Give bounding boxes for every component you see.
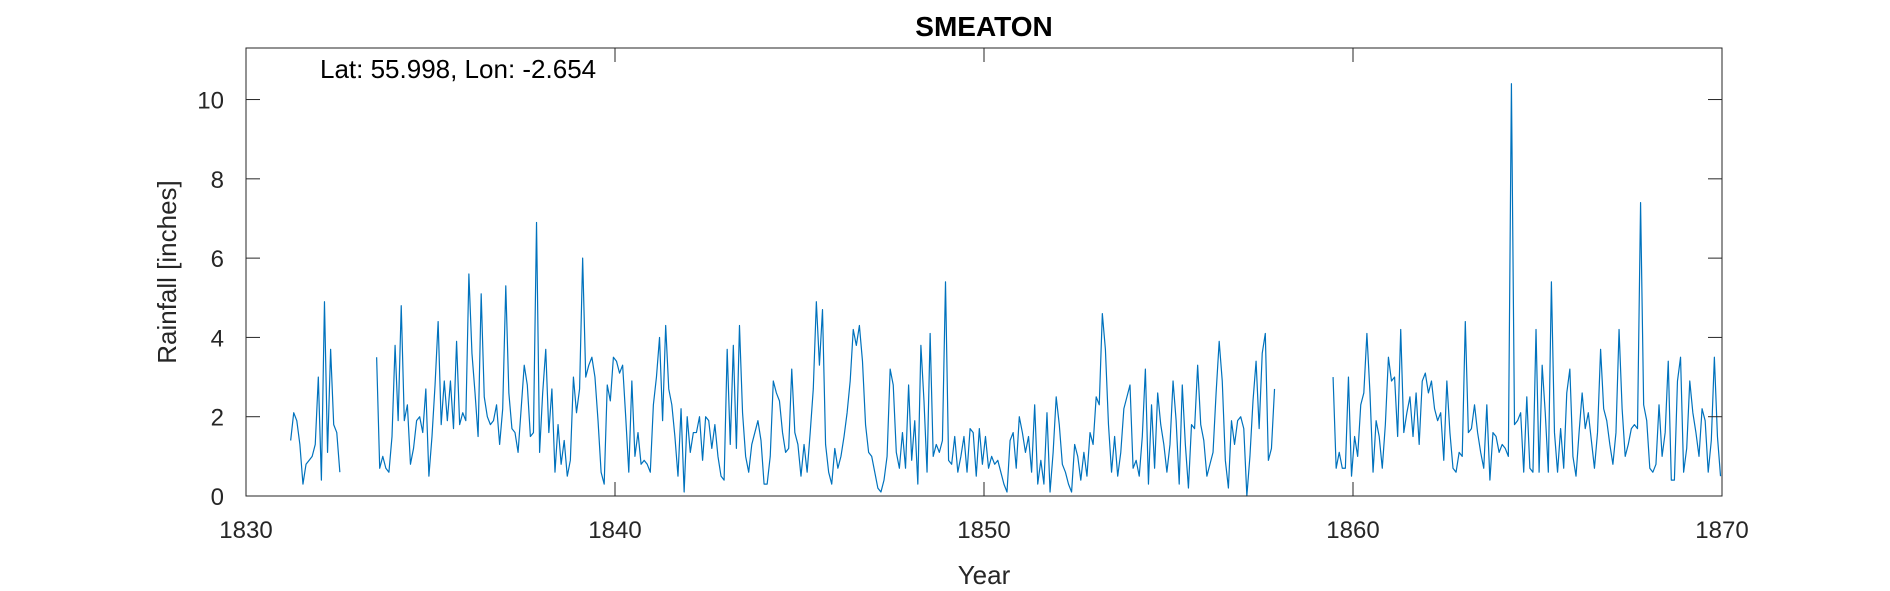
plot-area-background <box>246 48 1722 496</box>
rainfall-line-segment <box>1332 83 1722 481</box>
y-tick-label: 6 <box>211 246 224 273</box>
y-tick-label: 4 <box>211 325 224 352</box>
y-tick-label: 8 <box>211 167 224 194</box>
y-tick-label: 10 <box>197 88 224 115</box>
ticks: 1830 1840 1850 1860 1870 0 2 4 6 8 10 <box>197 48 1749 544</box>
x-tick-label: 1850 <box>957 517 1010 544</box>
location-annotation: Lat: 55.998, Lon: -2.654 <box>320 54 596 84</box>
x-tick-label: 1840 <box>588 517 641 544</box>
x-tick-label: 1860 <box>1326 517 1379 544</box>
y-tick-label: 0 <box>211 484 224 511</box>
rainfall-line-segment <box>376 221 1276 497</box>
y-axis-label: Rainfall [inches] <box>152 180 182 364</box>
x-tick-label: 1870 <box>1695 517 1748 544</box>
rainfall-line-segment <box>290 301 341 485</box>
x-axis-label: Year <box>958 560 1011 590</box>
x-tick-label: 1830 <box>219 517 272 544</box>
chart-title: SMEATON <box>915 11 1052 42</box>
y-tick-label: 2 <box>211 405 224 432</box>
data-layer <box>290 83 1722 497</box>
